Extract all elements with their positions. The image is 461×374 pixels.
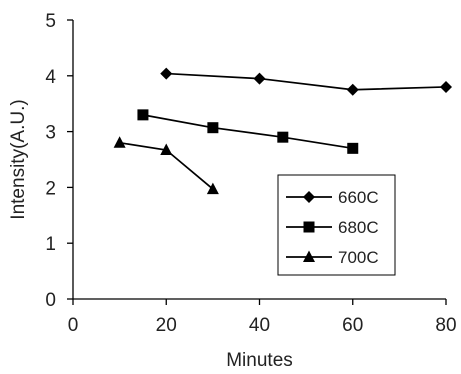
y-tick-label: 5 bbox=[45, 11, 56, 32]
data-point bbox=[277, 131, 289, 143]
legend-label: 700C bbox=[338, 248, 379, 267]
legend-marker bbox=[303, 250, 315, 262]
axes: 0 1 2 3 4 5 0 20 40 60 80 bbox=[45, 11, 456, 336]
data-point bbox=[346, 83, 359, 96]
data-point bbox=[207, 122, 219, 134]
legend-marker bbox=[303, 191, 315, 203]
x-axis-title: Minutes bbox=[226, 350, 293, 371]
series-line bbox=[166, 72, 447, 91]
series-layer bbox=[113, 67, 452, 195]
y-axis-title: Intensity(A.U.) bbox=[8, 99, 29, 219]
data-point bbox=[160, 67, 173, 80]
legend-label: 660C bbox=[338, 188, 379, 207]
legend-marker bbox=[303, 221, 315, 233]
y-tick-label: 3 bbox=[45, 123, 56, 144]
legend: 660C 680C 700C bbox=[277, 174, 396, 276]
x-tick-label: 40 bbox=[249, 315, 270, 336]
series-680C bbox=[137, 109, 359, 154]
legend-label: 680C bbox=[338, 218, 379, 237]
data-point bbox=[113, 136, 126, 148]
x-tick-label: 80 bbox=[435, 315, 456, 336]
y-tick-label: 1 bbox=[45, 234, 56, 255]
data-point bbox=[160, 143, 173, 156]
data-point bbox=[347, 142, 359, 154]
data-point bbox=[440, 80, 452, 93]
x-tick-label: 20 bbox=[156, 315, 177, 336]
series-660C bbox=[160, 67, 452, 96]
y-tick-label: 4 bbox=[45, 67, 56, 88]
data-point bbox=[253, 72, 266, 85]
x-tick-label: 60 bbox=[342, 315, 363, 336]
x-tick-label: 0 bbox=[68, 315, 79, 336]
y-tick-label: 2 bbox=[45, 178, 56, 199]
y-tick-label: 0 bbox=[45, 290, 56, 311]
data-point bbox=[206, 182, 219, 195]
data-point bbox=[137, 109, 149, 121]
series-line bbox=[142, 114, 353, 150]
legend-box bbox=[277, 174, 396, 276]
series-700C bbox=[113, 136, 219, 195]
